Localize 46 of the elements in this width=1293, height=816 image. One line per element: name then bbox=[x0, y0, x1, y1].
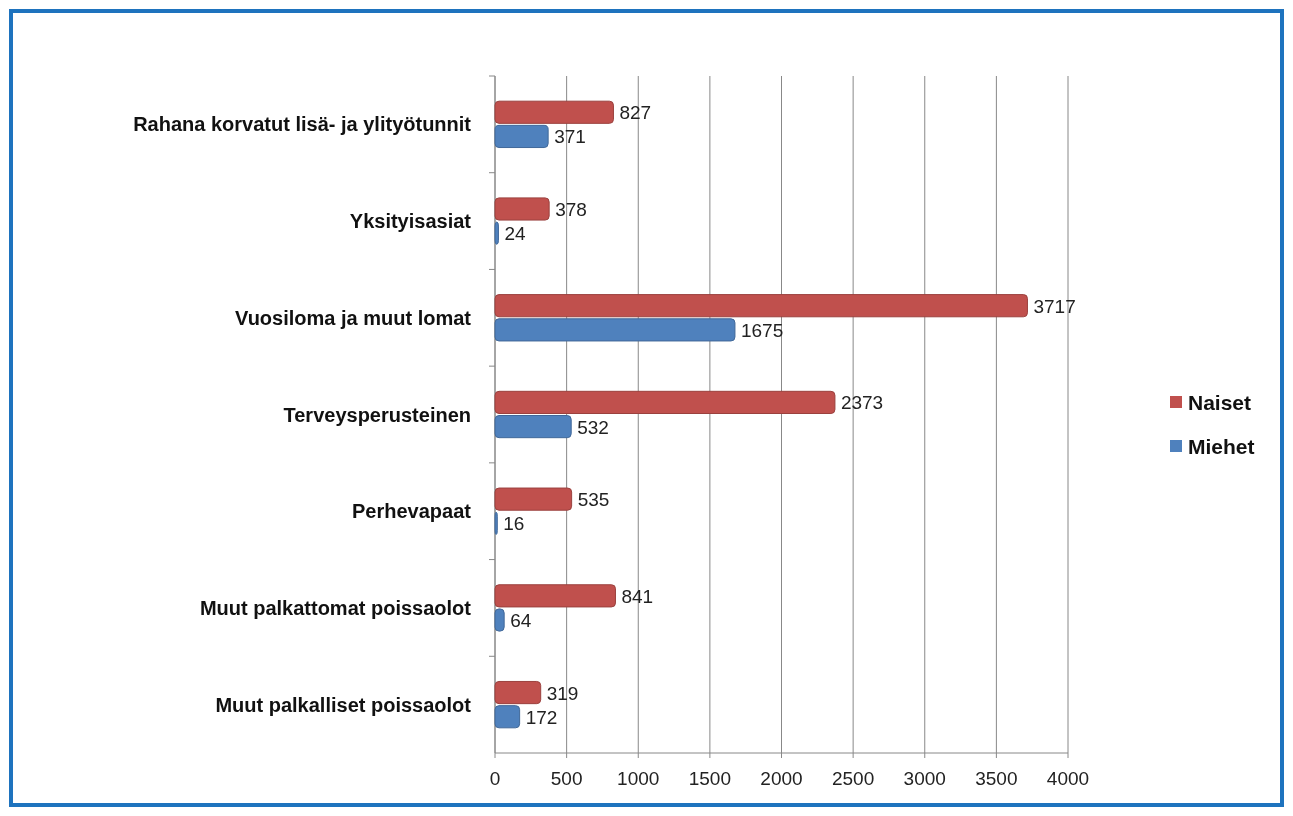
data-label: 535 bbox=[577, 489, 610, 511]
y-tick-label: Terveysperusteinen bbox=[283, 403, 471, 426]
y-tick-label: Rahana korvatut lisä- ja ylityötunnit bbox=[133, 113, 472, 136]
data-label: 1675 bbox=[740, 319, 784, 341]
x-tick-label: 0 bbox=[489, 768, 501, 789]
bar bbox=[494, 680, 542, 705]
bar bbox=[494, 197, 550, 221]
bar bbox=[494, 487, 573, 511]
data-label: 319 bbox=[546, 682, 579, 704]
y-tick-label: Vuosiloma ja muut lomat bbox=[235, 306, 472, 329]
y-tick-label: Muut palkalliset poissaolot bbox=[215, 693, 472, 716]
bar bbox=[494, 124, 549, 149]
bar bbox=[494, 390, 836, 414]
data-label: 64 bbox=[510, 610, 532, 632]
data-label: 378 bbox=[555, 198, 587, 220]
y-tick-label: Perhevapaat bbox=[352, 500, 472, 523]
bar bbox=[494, 221, 499, 245]
data-label: 16 bbox=[503, 513, 525, 535]
x-tick-label: 2500 bbox=[831, 768, 875, 789]
data-label: 827 bbox=[619, 102, 652, 124]
data-label: 371 bbox=[554, 126, 586, 148]
x-tick-label: 3000 bbox=[903, 768, 946, 789]
bar bbox=[494, 318, 736, 342]
x-tick-label: 500 bbox=[550, 768, 583, 789]
data-label: 2373 bbox=[840, 392, 884, 414]
legend-label: Miehet bbox=[1188, 435, 1255, 458]
bar bbox=[494, 415, 572, 439]
legend-label: Naiset bbox=[1188, 391, 1252, 414]
x-tick-label: 1000 bbox=[617, 768, 660, 789]
x-tick-label: 4000 bbox=[1046, 768, 1090, 789]
bar bbox=[494, 100, 614, 124]
bar bbox=[494, 584, 616, 608]
x-tick-label: 3500 bbox=[975, 768, 1018, 789]
data-label: 172 bbox=[525, 706, 558, 728]
data-label: 24 bbox=[504, 223, 526, 245]
x-tick-label: 1500 bbox=[688, 768, 732, 789]
bar bbox=[494, 608, 505, 632]
bar bbox=[494, 705, 521, 729]
data-label: 532 bbox=[577, 416, 609, 438]
y-tick-label: Muut palkattomat poissaolot bbox=[199, 596, 472, 619]
data-label: 841 bbox=[621, 585, 654, 607]
bar bbox=[494, 294, 1028, 318]
x-tick-label: 2000 bbox=[760, 768, 803, 789]
y-tick-label: Yksityisasiat bbox=[349, 210, 472, 233]
data-label: 3717 bbox=[1033, 295, 1076, 317]
bar bbox=[494, 511, 498, 535]
